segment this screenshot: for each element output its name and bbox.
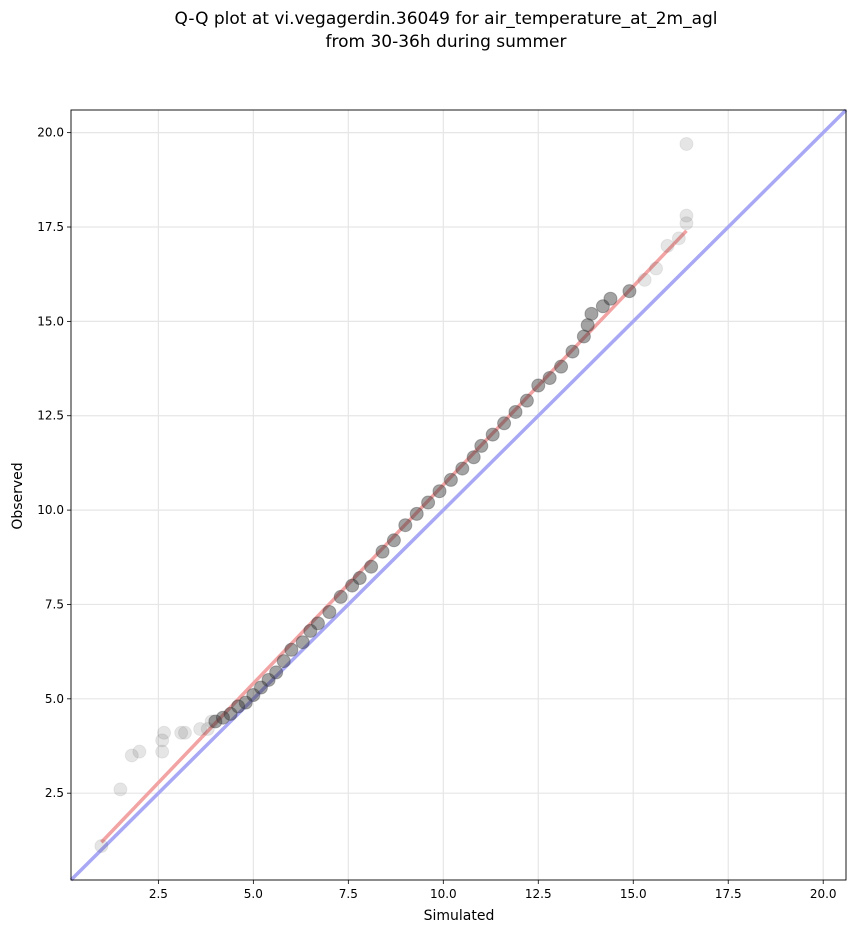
data-point xyxy=(200,722,215,737)
data-point xyxy=(679,208,694,223)
ticks-layer: 2.5 5.0 7.5 10.0 12.5 15.0 17.5 20.0 2.5 5.0 7.5 10… xyxy=(37,126,836,901)
data-point xyxy=(660,238,675,253)
y-tick-label: 5.0 xyxy=(45,692,64,706)
chart-title-line-1: Q-Q plot at vi.vegagerdin.36049 for air_… xyxy=(174,9,717,29)
y-tick-label: 10.0 xyxy=(37,503,64,517)
data-point xyxy=(375,544,390,559)
data-point xyxy=(595,299,610,314)
data-point xyxy=(679,136,694,151)
data-point xyxy=(303,623,318,638)
data-point xyxy=(157,725,172,740)
data-point xyxy=(443,472,458,487)
identity-line xyxy=(69,108,848,882)
data-point xyxy=(671,231,686,246)
data-point xyxy=(432,484,447,499)
data-point xyxy=(310,616,325,631)
data-point xyxy=(155,744,170,759)
x-tick-label: 20.0 xyxy=(810,887,837,901)
data-point xyxy=(295,635,310,650)
plot-frame xyxy=(70,109,847,881)
data-point xyxy=(94,839,109,854)
x-tick-label: 2.5 xyxy=(149,887,168,901)
data-point xyxy=(333,589,348,604)
data-point xyxy=(576,329,591,344)
data-point xyxy=(193,722,208,737)
data-point xyxy=(474,438,489,453)
data-point xyxy=(679,216,694,231)
x-tick-label: 17.5 xyxy=(715,887,742,901)
data-point xyxy=(398,518,413,533)
data-point xyxy=(466,450,481,465)
data-point xyxy=(622,284,637,299)
data-point xyxy=(155,733,170,748)
y-tick-label: 7.5 xyxy=(45,597,64,611)
data-point xyxy=(352,571,367,586)
data-point xyxy=(531,378,546,393)
x-tick-label: 12.5 xyxy=(525,887,552,901)
points-layer xyxy=(94,136,694,854)
data-point xyxy=(519,393,534,408)
data-point xyxy=(345,578,360,593)
data-point xyxy=(269,665,284,680)
x-tick-label: 10.0 xyxy=(430,887,457,901)
y-tick-label: 2.5 xyxy=(45,786,64,800)
identity-line-layer xyxy=(69,108,848,882)
data-point xyxy=(637,272,652,287)
y-tick-label: 15.0 xyxy=(37,314,64,328)
data-point xyxy=(603,291,618,306)
data-point xyxy=(455,461,470,476)
y-tick-label: 12.5 xyxy=(37,409,64,423)
data-point xyxy=(485,427,500,442)
data-point xyxy=(223,706,238,721)
data-point xyxy=(284,642,299,657)
data-point xyxy=(231,699,246,714)
data-point xyxy=(497,416,512,431)
data-point xyxy=(421,495,436,510)
data-point xyxy=(204,714,219,729)
grid-layer xyxy=(71,110,846,880)
data-point xyxy=(276,654,291,669)
fit-line xyxy=(100,229,688,844)
data-point xyxy=(508,404,523,419)
data-point xyxy=(177,725,192,740)
data-point xyxy=(584,306,599,321)
data-point xyxy=(409,506,424,521)
y-tick-label: 17.5 xyxy=(37,220,64,234)
x-axis-label: Simulated xyxy=(424,908,495,924)
data-point xyxy=(132,744,147,759)
data-point xyxy=(124,748,139,763)
y-axis-label: Observed xyxy=(10,462,26,529)
data-point xyxy=(208,714,223,729)
data-point xyxy=(113,782,128,797)
fit-line-layer xyxy=(100,229,688,844)
data-point xyxy=(174,725,189,740)
data-point xyxy=(238,695,253,710)
data-point xyxy=(246,688,261,703)
y-tick-label: 20.0 xyxy=(37,126,64,140)
x-tick-label: 15.0 xyxy=(620,887,647,901)
data-point xyxy=(554,359,569,374)
chart-title-line-2: from 30-36h during summer xyxy=(326,32,567,52)
data-point xyxy=(565,344,580,359)
data-point xyxy=(580,318,595,333)
data-point xyxy=(649,261,664,276)
data-point xyxy=(322,605,337,620)
data-point xyxy=(386,533,401,548)
data-point xyxy=(542,370,557,385)
data-point xyxy=(261,672,276,687)
data-point xyxy=(215,710,230,725)
x-tick-label: 7.5 xyxy=(339,887,358,901)
data-point xyxy=(364,559,379,574)
data-point xyxy=(253,680,268,695)
x-tick-label: 5.0 xyxy=(244,887,263,901)
